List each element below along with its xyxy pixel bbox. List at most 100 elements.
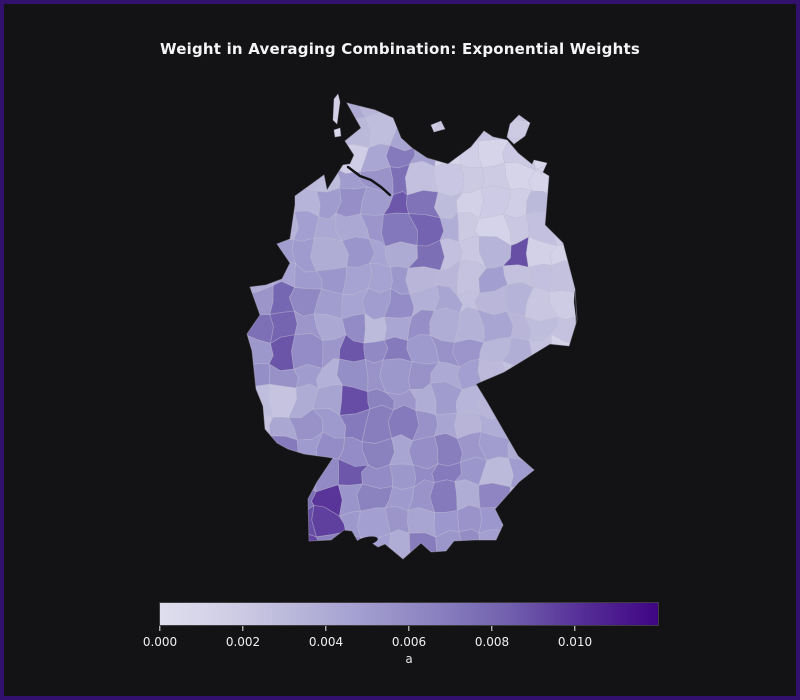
colorbar-ticks: 0.000 0.002 0.004 0.006 0.008 0.010 (143, 625, 658, 655)
district-cell (247, 314, 274, 344)
district-cell (268, 383, 297, 419)
district-cell (407, 507, 437, 538)
district-cell (413, 120, 440, 148)
lake-constance (356, 536, 378, 546)
district-cell (457, 528, 482, 559)
district-cell (361, 287, 392, 321)
district-cell (525, 387, 557, 417)
district-cell (556, 112, 577, 149)
district-cell (294, 262, 323, 290)
district-cell (434, 433, 463, 467)
district-cell (247, 483, 273, 517)
district-cell (317, 144, 344, 170)
district-cell (337, 436, 369, 468)
district-cell (547, 431, 577, 461)
district-cell (553, 531, 577, 559)
colorbar-tick-label: 0.006 (391, 635, 427, 649)
district-cell (384, 241, 418, 269)
district-cell (339, 408, 371, 443)
district-cell (268, 507, 303, 534)
district-cell (368, 262, 393, 294)
district-cell (405, 160, 439, 196)
colorbar-tick-label: 0.008 (474, 635, 510, 649)
district-cell (435, 529, 464, 559)
district-cell (549, 368, 577, 393)
district-cell (549, 385, 577, 417)
district-cell (265, 532, 299, 559)
district-cell (293, 113, 323, 150)
district-cell (525, 407, 552, 438)
district-cell (388, 529, 411, 559)
colorbar-tick-mark (408, 626, 410, 631)
district-cell (247, 507, 272, 541)
district-cell (478, 383, 503, 420)
district-cell (313, 212, 343, 242)
district-cell (247, 241, 278, 265)
district-cell (343, 94, 367, 121)
district-cell (248, 432, 272, 460)
district-cell (476, 94, 510, 123)
district-cell (265, 453, 299, 490)
district-cell (456, 260, 487, 297)
district-cell (248, 455, 273, 491)
district-cell (455, 94, 486, 123)
district-cell (247, 217, 276, 247)
colorbar-tick-label: 0.010 (557, 635, 593, 649)
district-cell (341, 287, 370, 320)
district-cell (501, 503, 536, 540)
district-cell (549, 456, 577, 493)
district-cell (478, 529, 511, 559)
district-cell (409, 284, 440, 318)
district-cell (550, 187, 577, 213)
district-cell (531, 458, 557, 492)
district-cell (548, 508, 577, 536)
district-cell (361, 404, 394, 444)
district-cell (525, 94, 559, 122)
chart-title: Weight in Averaging Combination: Exponen… (160, 40, 640, 58)
district-cell (501, 360, 534, 388)
district-cell (247, 94, 270, 120)
district-cell (384, 505, 410, 534)
district-cell (526, 534, 558, 559)
district-cell (502, 187, 533, 219)
colorbar-tick-mark (159, 626, 161, 631)
district-cell (554, 141, 577, 174)
district-cell (247, 187, 271, 225)
district-cell (550, 165, 577, 196)
district-cell (338, 510, 362, 539)
elbe-river (346, 165, 392, 197)
district-cell (291, 333, 324, 370)
district-cell (408, 435, 439, 470)
district-cell (434, 136, 463, 168)
district-cell (548, 482, 577, 515)
district-cell (315, 531, 347, 559)
colorbar-tick-mark (242, 626, 244, 631)
district-cell (247, 138, 274, 172)
foehr-island-outline (333, 127, 342, 138)
district-cell (500, 383, 533, 417)
district-cell (525, 431, 558, 467)
district-cell (526, 112, 559, 151)
district-cell (532, 367, 557, 393)
district-cell (547, 407, 577, 439)
district-cell (525, 190, 555, 215)
district-cell (335, 186, 368, 218)
district-cell (389, 463, 417, 490)
district-cell (316, 187, 342, 220)
district-cell (288, 383, 319, 419)
district-cell (548, 260, 577, 293)
district-cell (342, 262, 373, 296)
district-cell (458, 235, 488, 270)
district-cell (381, 212, 418, 247)
district-cell (357, 507, 392, 539)
district-cell (247, 533, 273, 559)
district-cell (247, 114, 271, 142)
district-cell (296, 94, 321, 125)
germany-outline (246, 102, 578, 560)
district-cell (439, 237, 464, 271)
district-cell (379, 358, 413, 396)
district-cell (550, 96, 577, 120)
colorbar-gradient (159, 602, 659, 626)
district-cell (265, 118, 298, 148)
